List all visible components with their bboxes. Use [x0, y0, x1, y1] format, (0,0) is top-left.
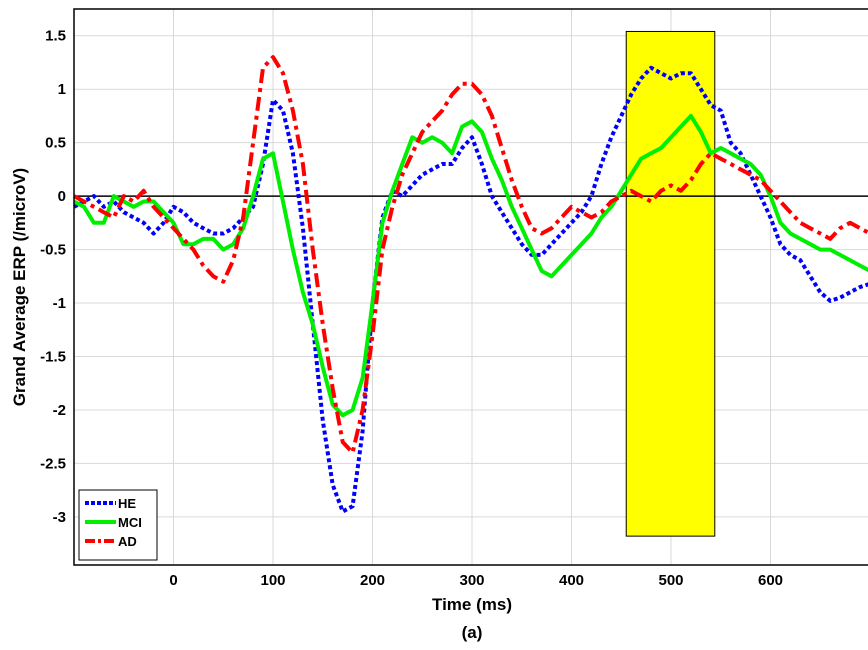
highlight-window-layer [625, 30, 716, 537]
x-tick-label: 400 [559, 572, 584, 589]
y-tick-labels: 1.5 1 0.5 0 -0.5 -1 -1.5 -2 -2.5 -3 [40, 28, 66, 526]
legend-label-mci: MCI [118, 515, 142, 530]
y-tick-label: -2 [53, 402, 66, 419]
x-tick-label: 0 [169, 572, 177, 589]
series-line-he [73, 65, 868, 514]
y-tick-label: 0 [58, 188, 66, 205]
x-tick-labels: 0 100 200 300 400 500 600 [169, 572, 783, 589]
x-tick-label: 100 [260, 572, 285, 589]
series-layer [73, 55, 868, 514]
x-tick-label: 500 [658, 572, 683, 589]
figure-caption: (a) [462, 623, 483, 642]
y-tick-label: -0.5 [40, 242, 66, 259]
y-tick-label: -1.5 [40, 349, 66, 366]
y-tick-label: 1.5 [45, 28, 66, 45]
highlight-window [625, 30, 716, 537]
legend: HE MCI AD [78, 489, 158, 561]
y-tick-label: -1 [53, 295, 66, 312]
y-tick-label: -3 [53, 509, 66, 526]
y-tick-label: 0.5 [45, 135, 66, 152]
legend-box [78, 489, 158, 561]
x-axis-title: Time (ms) [432, 595, 512, 614]
y-axis-title: Grand Average ERP (/microV) [10, 168, 29, 406]
series-line-mci [73, 113, 868, 418]
plot-frame [73, 8, 868, 566]
x-tick-label: 200 [360, 572, 385, 589]
y-tick-label: -2.5 [40, 455, 66, 472]
legend-label-he: HE [118, 496, 136, 511]
series-line-ad [73, 55, 868, 455]
y-tick-label: 1 [58, 81, 66, 98]
grid [74, 9, 868, 565]
x-tick-label: 300 [459, 572, 484, 589]
x-tick-label: 600 [758, 572, 783, 589]
legend-label-ad: AD [118, 534, 137, 549]
